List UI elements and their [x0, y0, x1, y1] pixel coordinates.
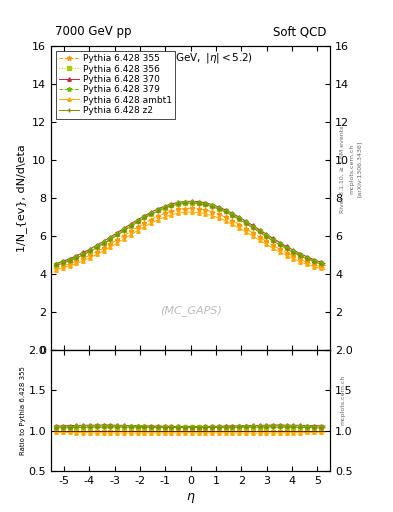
- Pythia 6.428 355: [205, 207, 210, 214]
- Pythia 6.428 356: [323, 262, 327, 268]
- Pythia 6.428 ambt1: [323, 267, 327, 273]
- Pythia 6.428 379: [54, 261, 59, 267]
- Pythia 6.428 356: [205, 202, 210, 208]
- Pythia 6.428 370: [268, 234, 273, 240]
- Pythia 6.428 355: [316, 263, 321, 269]
- Pythia 6.428 355: [268, 241, 273, 247]
- Pythia 6.428 370: [110, 232, 115, 239]
- Text: Rivet 3.1.10, ≥ 2.6M events: Rivet 3.1.10, ≥ 2.6M events: [340, 125, 345, 212]
- Pythia 6.428 ambt1: [268, 244, 273, 250]
- Line: Pythia 6.428 370: Pythia 6.428 370: [54, 200, 327, 265]
- Pythia 6.428 z2: [187, 200, 192, 206]
- Line: Pythia 6.428 z2: Pythia 6.428 z2: [54, 201, 327, 267]
- Pythia 6.428 379: [241, 218, 246, 224]
- Text: (MC_GAPS): (MC_GAPS): [160, 305, 222, 315]
- Y-axis label: 1/N_{ev}, dN/d\eta: 1/N_{ev}, dN/d\eta: [16, 144, 27, 252]
- Pythia 6.428 370: [241, 217, 246, 223]
- Pythia 6.428 356: [110, 234, 115, 240]
- Pythia 6.428 355: [241, 224, 246, 230]
- Y-axis label: Ratio to Pythia 6.428 355: Ratio to Pythia 6.428 355: [20, 366, 26, 455]
- Pythia 6.428 355: [323, 265, 327, 271]
- Pythia 6.428 379: [205, 201, 210, 207]
- Pythia 6.428 z2: [126, 225, 131, 231]
- Pythia 6.428 ambt1: [54, 267, 59, 273]
- Pythia 6.428 z2: [316, 260, 321, 266]
- Pythia 6.428 ambt1: [316, 265, 321, 271]
- Line: Pythia 6.428 ambt1: Pythia 6.428 ambt1: [54, 210, 327, 271]
- Pythia 6.428 379: [110, 233, 115, 240]
- Line: Pythia 6.428 355: Pythia 6.428 355: [54, 206, 327, 270]
- Pythia 6.428 356: [316, 260, 321, 266]
- Pythia 6.428 z2: [205, 202, 210, 208]
- Pythia 6.428 379: [316, 259, 321, 265]
- Pythia 6.428 356: [268, 236, 273, 242]
- Pythia 6.428 355: [54, 265, 59, 271]
- Pythia 6.428 z2: [323, 262, 327, 268]
- Text: mcplots.cern.ch: mcplots.cern.ch: [340, 374, 345, 424]
- Pythia 6.428 z2: [268, 237, 273, 243]
- Pythia 6.428 356: [54, 262, 59, 268]
- Legend: Pythia 6.428 355, Pythia 6.428 356, Pythia 6.428 370, Pythia 6.428 379, Pythia 6: Pythia 6.428 355, Pythia 6.428 356, Pyth…: [55, 51, 175, 119]
- Pythia 6.428 379: [268, 235, 273, 241]
- Pythia 6.428 356: [126, 224, 131, 230]
- Pythia 6.428 ambt1: [126, 233, 131, 239]
- Pythia 6.428 356: [187, 200, 192, 206]
- Text: [arXiv:1306.3436]: [arXiv:1306.3436]: [357, 141, 362, 197]
- Pythia 6.428 370: [126, 222, 131, 228]
- Pythia 6.428 355: [187, 205, 192, 211]
- Pythia 6.428 379: [323, 261, 327, 267]
- Pythia 6.428 370: [323, 261, 327, 267]
- Pythia 6.428 z2: [110, 235, 115, 241]
- Pythia 6.428 355: [110, 240, 115, 246]
- Text: 7000 GeV pp: 7000 GeV pp: [55, 26, 132, 38]
- X-axis label: $\eta$: $\eta$: [186, 492, 195, 505]
- Pythia 6.428 ambt1: [205, 211, 210, 218]
- Line: Pythia 6.428 379: Pythia 6.428 379: [54, 200, 327, 267]
- Pythia 6.428 370: [187, 198, 192, 204]
- Pythia 6.428 ambt1: [110, 243, 115, 249]
- Pythia 6.428 370: [54, 261, 59, 267]
- Pythia 6.428 ambt1: [187, 209, 192, 215]
- Pythia 6.428 z2: [54, 262, 59, 268]
- Pythia 6.428 z2: [241, 219, 246, 225]
- Line: Pythia 6.428 356: Pythia 6.428 356: [54, 201, 327, 266]
- Pythia 6.428 ambt1: [241, 228, 246, 234]
- Pythia 6.428 370: [205, 200, 210, 206]
- Pythia 6.428 355: [126, 230, 131, 236]
- Text: $(p_T > 0.2\ \mathrm{GeV},\ |\eta| < 5.2)$: $(p_T > 0.2\ \mathrm{GeV},\ |\eta| < 5.2…: [128, 51, 253, 65]
- Pythia 6.428 379: [187, 199, 192, 205]
- Pythia 6.428 356: [241, 219, 246, 225]
- Text: Soft QCD: Soft QCD: [273, 26, 326, 38]
- Pythia 6.428 379: [126, 223, 131, 229]
- Text: mcplots.cern.ch: mcplots.cern.ch: [349, 144, 354, 194]
- Pythia 6.428 370: [316, 258, 321, 264]
